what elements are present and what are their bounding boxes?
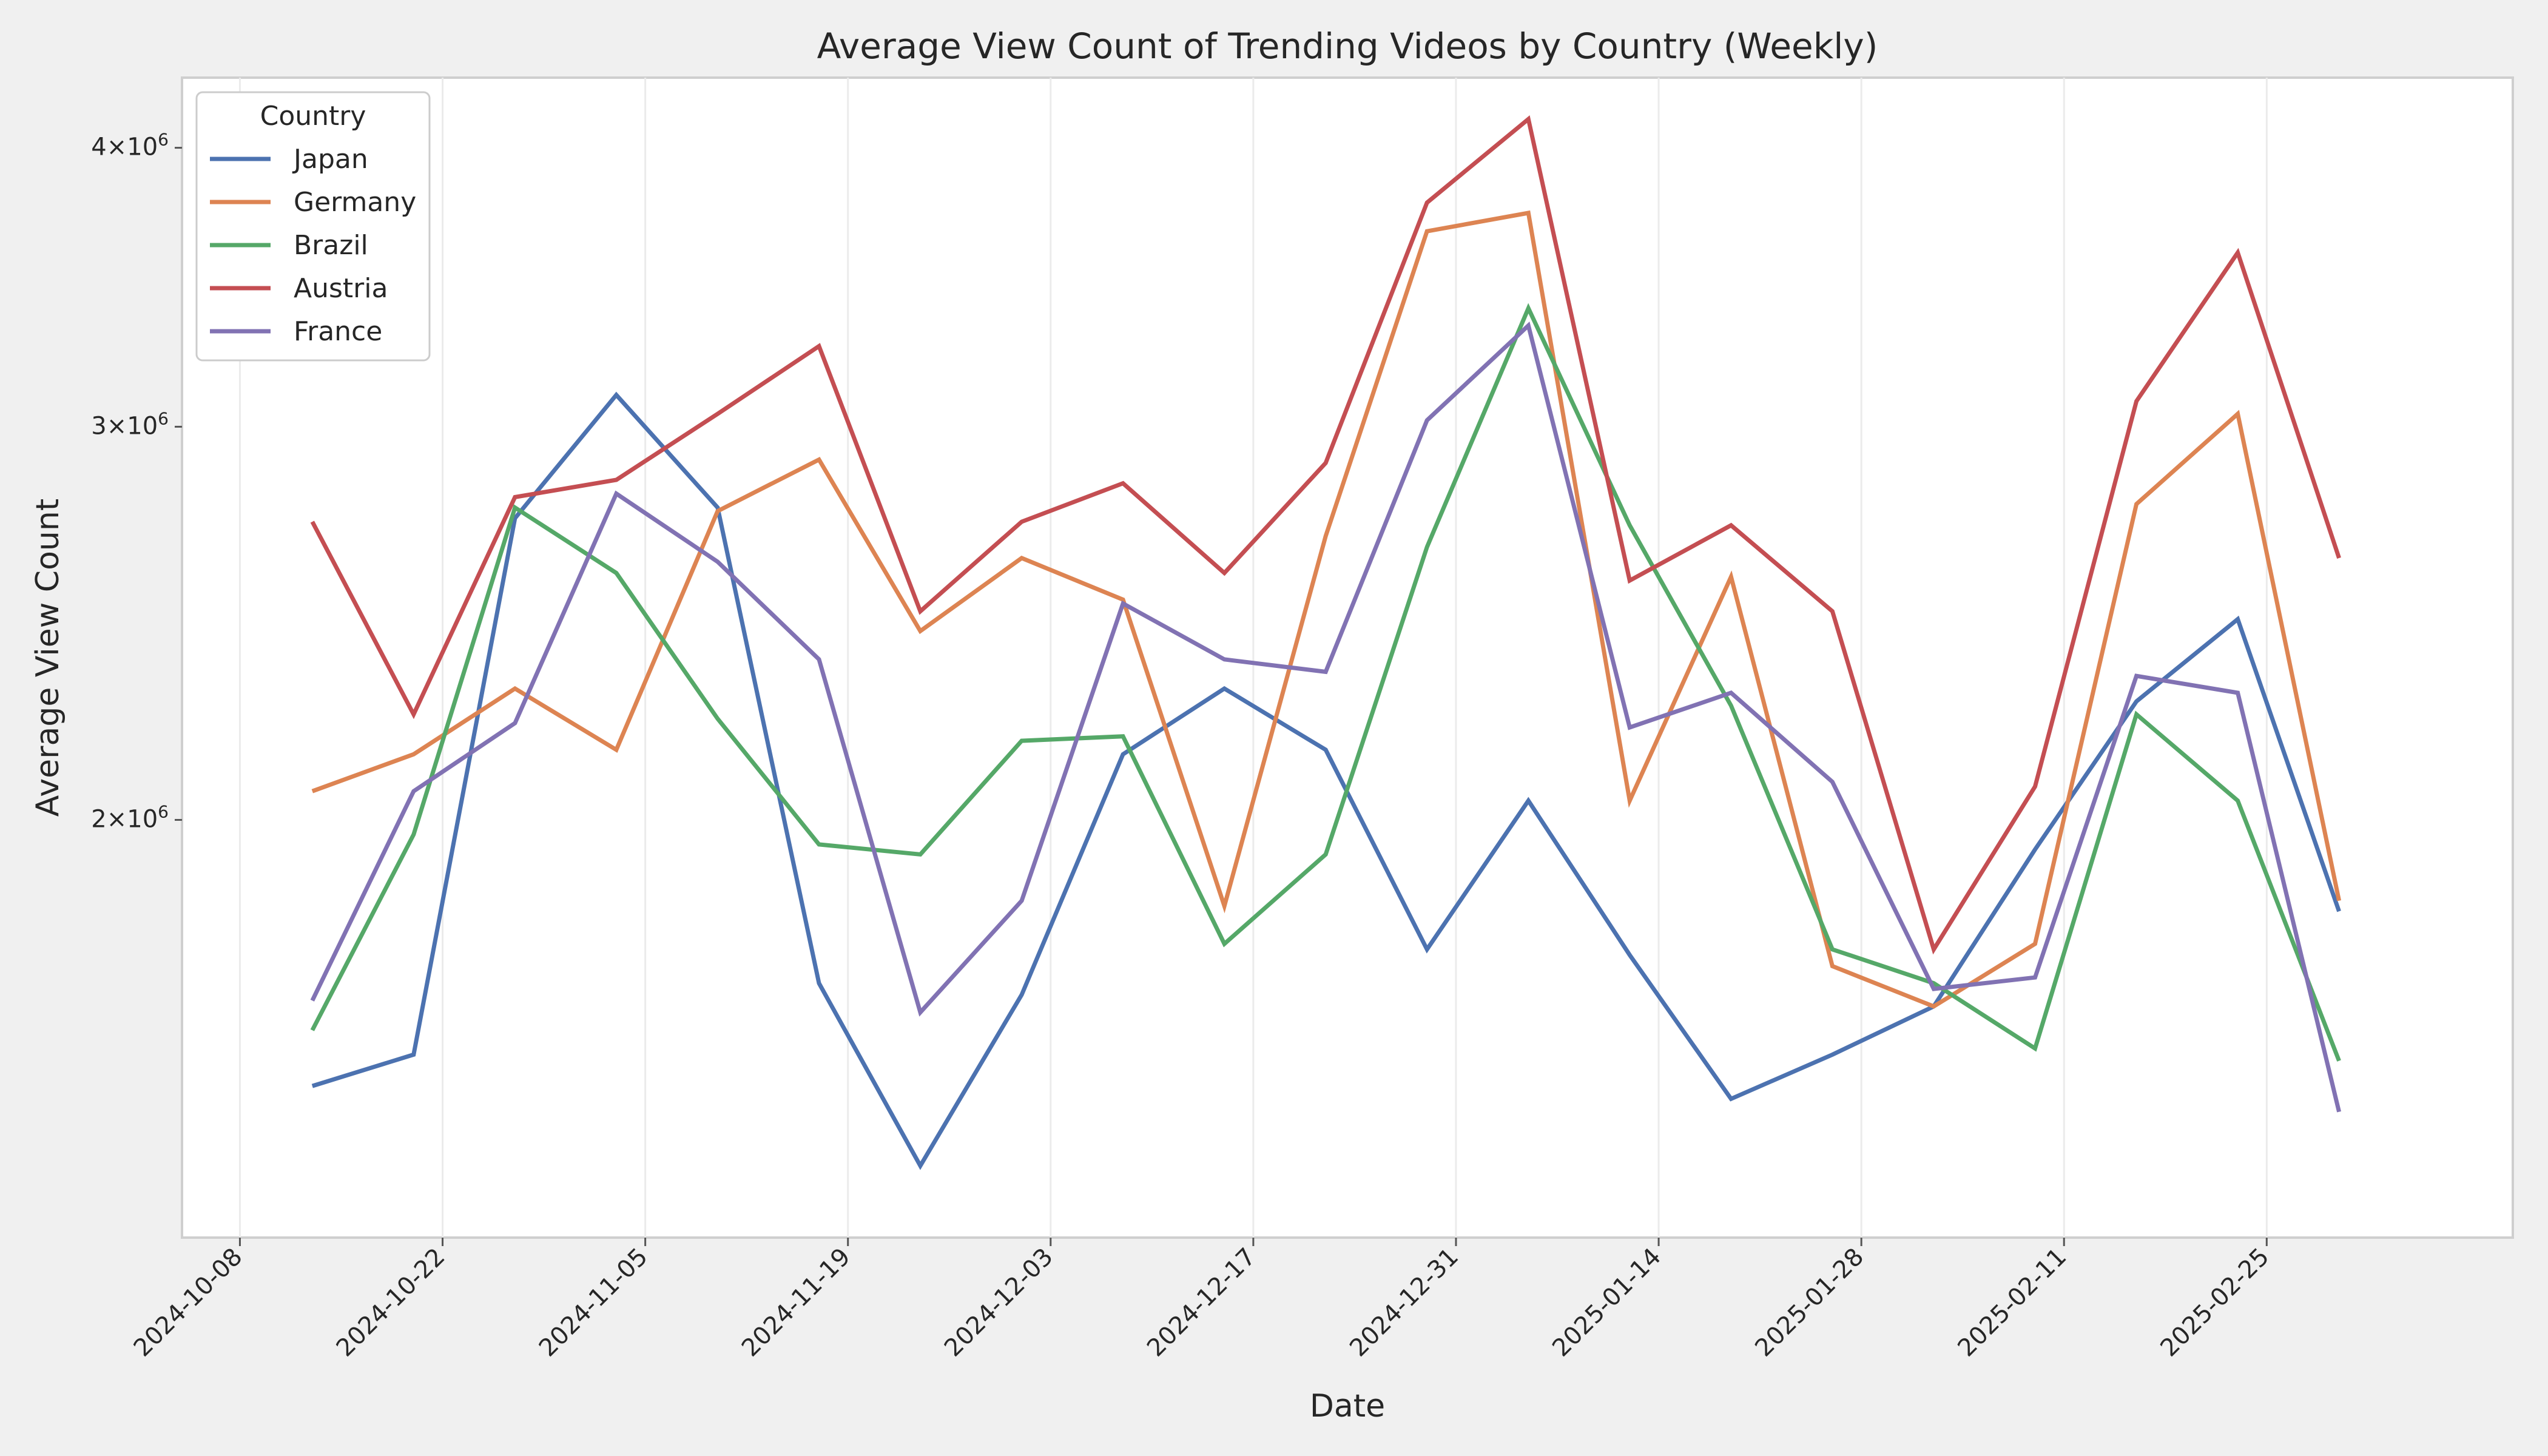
x-tick-label: 2024-10-08 xyxy=(129,1243,248,1363)
x-tick-label: 2025-01-28 xyxy=(1750,1243,1869,1363)
y-axis-label: Average View Count xyxy=(30,499,66,817)
series-line-france xyxy=(310,321,2342,1113)
legend-title: Country xyxy=(260,101,366,132)
x-tick-label: 2025-02-11 xyxy=(1952,1243,2072,1363)
chart-title: Average View Count of Trending Videos by… xyxy=(817,25,1878,67)
series-line-austria xyxy=(310,115,2341,955)
grid-lines xyxy=(238,78,2268,1238)
series-line-germany xyxy=(311,210,2342,1009)
y-tick-label: 4×106 xyxy=(91,130,169,161)
legend-label: Germany xyxy=(294,187,416,218)
legend-label: Austria xyxy=(294,273,388,304)
x-tick-label: 2024-12-03 xyxy=(939,1243,1059,1363)
legend: Country Japan Germany Brazil Austria France xyxy=(195,91,431,362)
y-axis-ticks: 2×106 3×106 4×106 xyxy=(91,130,182,833)
legend-items: Japan Germany Brazil Austria France xyxy=(210,144,416,347)
legend-label: France xyxy=(294,316,382,347)
series-line-brazil xyxy=(310,303,2341,1062)
legend-label: Brazil xyxy=(294,230,368,261)
x-tick-label: 2025-02-25 xyxy=(2155,1243,2274,1363)
x-tick-label: 2024-10-22 xyxy=(331,1243,451,1363)
series-line-japan xyxy=(311,391,2341,1170)
x-tick-label: 2024-12-31 xyxy=(1344,1243,1464,1363)
data-series xyxy=(310,115,2342,1170)
legend-label: Japan xyxy=(292,144,368,175)
x-tick-label: 2024-11-05 xyxy=(534,1243,653,1363)
y-tick-label: 2×106 xyxy=(91,801,169,833)
x-tick-label: 2024-11-19 xyxy=(736,1243,856,1363)
y-tick-label: 3×106 xyxy=(91,408,169,440)
x-axis-label: Date xyxy=(1310,1388,1385,1424)
x-tick-label: 2025-01-14 xyxy=(1547,1243,1667,1363)
x-tick-label: 2024-12-17 xyxy=(1142,1243,1261,1363)
plot-area xyxy=(181,76,2514,1239)
x-axis-ticks: 2024-10-08 2024-10-22 2024-11-05 2024-11-19… xyxy=(129,1238,2274,1363)
